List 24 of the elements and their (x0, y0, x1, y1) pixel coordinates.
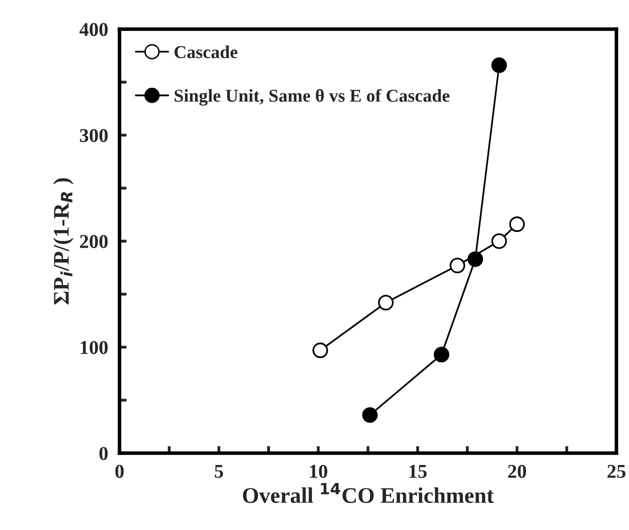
x-axis-title: Overall $^{14}$CO Enrichment (242, 482, 494, 504)
x-tick-label: 15 (409, 464, 427, 478)
point (362, 407, 378, 423)
y-tick-label: 200 (80, 234, 108, 248)
y-tick-label: 400 (80, 22, 108, 36)
x-tick-label: 0 (115, 464, 124, 478)
x-tick-label: 20 (508, 464, 526, 478)
y-tick-label: 0 (99, 446, 108, 460)
x-tick-label: 5 (214, 465, 224, 478)
y-tick-label: 100 (80, 340, 108, 354)
point (509, 216, 525, 232)
point (491, 57, 507, 73)
y-tick-label: 300 (80, 128, 108, 142)
point (491, 233, 507, 249)
y-axis-title: ΣP$_{i}$/P/(1-R$_{R}$ ) (53, 178, 74, 304)
x-tick-label: 10 (310, 464, 328, 478)
point (468, 251, 484, 267)
x-tick-label: 25 (608, 464, 626, 478)
point (378, 294, 394, 310)
point (450, 258, 466, 274)
legend-label: Cascade (174, 46, 238, 58)
point (434, 346, 450, 362)
legend-label: Single Unit, Same θ vs E of Cascade (174, 88, 450, 106)
point (312, 342, 328, 358)
